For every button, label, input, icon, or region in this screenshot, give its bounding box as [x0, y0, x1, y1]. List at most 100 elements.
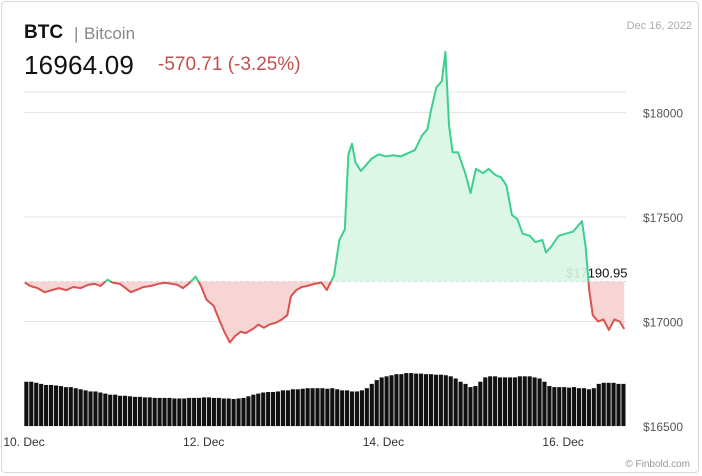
volume-bar: [522, 376, 527, 426]
volume-bar: [34, 382, 39, 426]
volume-bar: [78, 389, 83, 426]
volume-bar: [187, 397, 192, 426]
x-tick-label: 14. Dec: [363, 435, 404, 449]
volume-bar: [498, 377, 503, 426]
volume-bar: [216, 397, 221, 426]
volume-bar: [98, 392, 103, 426]
area-below-baseline: [110, 281, 191, 293]
volume-bar: [177, 398, 182, 426]
volume-bar: [399, 374, 404, 426]
volume-bar: [197, 397, 202, 426]
volume-bar: [246, 396, 251, 426]
volume-bar: [581, 388, 587, 426]
volume-bar: [463, 383, 468, 426]
volume-bar: [320, 388, 325, 426]
volume-bar: [241, 397, 246, 426]
volume-bar: [132, 396, 137, 426]
volume-bar: [275, 391, 281, 426]
volume-bar: [192, 397, 197, 426]
volume-bar: [359, 390, 364, 426]
volume-bar: [39, 383, 44, 426]
volume-bar: [433, 374, 438, 426]
volume-bar: [231, 399, 236, 426]
volume-bar: [58, 386, 63, 426]
volume-bar: [147, 397, 152, 426]
volume-bar: [335, 389, 340, 426]
volume-bar: [142, 397, 147, 426]
y-tick-label: $18000: [643, 107, 683, 121]
price-line-up: [189, 275, 200, 283]
volume-bar: [290, 389, 295, 426]
y-tick-label: $17500: [643, 211, 683, 225]
volume-bar: [512, 377, 517, 426]
volume-bar: [567, 387, 572, 426]
volume-bar: [562, 387, 567, 426]
area-below-baseline: [198, 281, 331, 343]
y-tick-label: $16500: [643, 420, 683, 434]
x-tick-label: 16. Dec: [542, 435, 583, 449]
volume-bar: [315, 388, 320, 426]
volume-bar: [517, 376, 522, 426]
volume-bar: [493, 376, 498, 426]
volume-bar: [483, 377, 488, 426]
volume-bar: [453, 378, 458, 426]
volume-bar: [211, 397, 216, 426]
volume-bar: [478, 381, 483, 426]
volume-bar: [374, 380, 379, 426]
volume-bar: [157, 397, 162, 426]
volume-bar: [83, 390, 88, 426]
volume-bar: [557, 387, 562, 426]
volume-bar: [118, 395, 123, 426]
volume-bar: [404, 373, 409, 426]
volume-bar: [305, 388, 310, 426]
y-tick-label: $17000: [643, 316, 683, 330]
volume-bar: [236, 398, 241, 426]
volume-bar: [330, 388, 335, 426]
volume-bar: [438, 374, 443, 426]
volume-bar: [201, 397, 207, 426]
volume-bar: [591, 388, 596, 426]
volume-bar: [443, 375, 448, 426]
volume-bar: [532, 377, 537, 426]
volume-bar: [167, 397, 172, 426]
volume-bar: [364, 388, 369, 426]
volume-bar: [295, 389, 300, 426]
volume-bar: [552, 387, 557, 426]
x-tick-label: 10. Dec: [3, 435, 44, 449]
volume-bar: [221, 398, 226, 426]
volume-bar: [310, 388, 315, 426]
volume-bar: [502, 377, 508, 426]
area-above-baseline: [331, 51, 589, 282]
volume-bar: [251, 394, 256, 426]
volume-bar: [394, 374, 399, 426]
volume-bar: [409, 373, 414, 426]
volume-bar: [137, 396, 142, 426]
volume-bar: [488, 376, 493, 426]
volume-bar: [280, 390, 286, 426]
volume-bar: [611, 382, 616, 426]
volume-bar: [182, 398, 187, 426]
volume-bar: [468, 387, 473, 426]
volume-bar: [88, 391, 93, 426]
volume-bar: [458, 381, 463, 426]
volume-bar: [113, 394, 118, 426]
volume-bar: [621, 383, 626, 426]
volume-bar: [389, 375, 394, 426]
volume-bar: [29, 381, 34, 426]
volume-bar: [122, 395, 128, 426]
ticker-symbol: BTC: [24, 22, 64, 43]
price-line-down: [24, 280, 107, 294]
volume-bar: [73, 388, 78, 426]
volume-bar: [354, 391, 360, 426]
area-below-baseline: [24, 281, 106, 293]
volume-bar: [48, 384, 54, 426]
volume-bar: [379, 377, 384, 426]
header-separator: |: [74, 24, 79, 43]
volume-bar: [345, 390, 350, 426]
volume-bar: [93, 391, 98, 426]
price-line-up: [330, 50, 590, 283]
volume-bar: [507, 377, 513, 426]
volume-bar: [172, 398, 177, 426]
volume-bar: [596, 383, 601, 426]
